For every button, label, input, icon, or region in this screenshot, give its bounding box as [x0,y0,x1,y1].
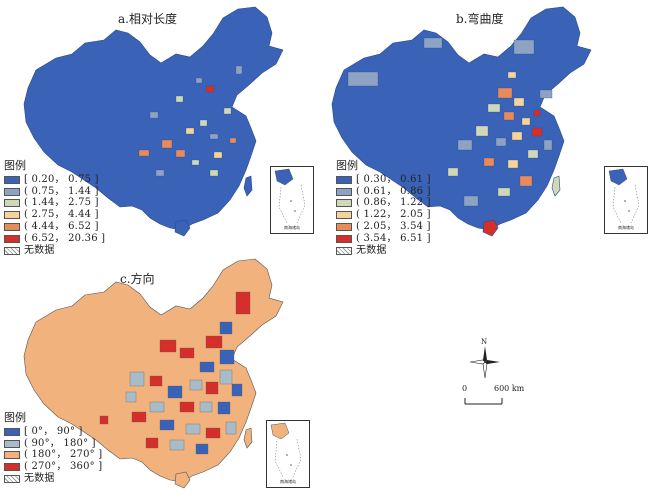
legend-item: ( 90°， 180° ] [4,438,102,450]
legend-label: [ 0°， 90° ] [24,425,83,437]
panel-c-title: c.方向 [120,272,155,286]
legend-title: 图例 [4,411,26,424]
legend-item: ( 180°， 270° ] [4,450,102,462]
legend-item: [ 0°， 90° ] [4,426,102,438]
scale-bar: 0 600 km [462,384,532,414]
inset-a: 南海诸岛 [270,166,314,234]
legend-swatch [336,246,352,255]
north-label: N [481,338,488,346]
legend-item: ( 2.05， 3.54 ] [336,221,431,233]
legend-swatch [336,211,352,220]
map-c [23,258,284,489]
legend-swatch [4,175,20,184]
legend-item: ( 1.22， 2.05 ] [336,209,431,221]
legend-swatch [336,199,352,208]
legend-label: ( 180°， 270° ] [24,449,103,461]
region-patches [347,37,553,207]
legend-label: ( 1.44， 2.75 ] [24,197,99,209]
compass-rose-icon [470,346,500,379]
legend-item: 无数据 [4,245,105,257]
legend-swatch [4,451,20,460]
inset-label: 南海诸岛 [284,225,300,230]
map-a [23,6,284,237]
legend-label: ( 2.75， 4.44 ] [24,209,99,221]
legend-swatch [336,175,352,184]
legend-swatch [4,199,20,208]
legend-item: ( 0.75， 1.44 ] [4,186,105,198]
legend-label: ( 0.75， 1.44 ] [24,185,99,197]
legend-label: [ 0.30， 0.61 ] [356,173,431,185]
region-patches [138,65,243,177]
legend-swatch [4,211,20,220]
legend-item: ( 1.44， 2.75 ] [4,198,105,210]
legend-label: ( 3.54， 6.51 ] [356,232,431,244]
legend-swatch [4,187,20,196]
panel-b-title: b.弯曲度 [456,12,504,26]
legend-label: ( 2.05， 3.54 ] [356,221,431,233]
legend-label: ( 0.86， 1.22 ] [356,197,431,209]
legend-swatch [4,234,20,243]
legend-item: ( 4.44， 6.52 ] [4,221,105,233]
legend-b: 图例 [ 0.30， 0.61 ] ( 0.61， 0.86 ] ( 0.86，… [336,160,431,257]
legend-label: ( 90°， 180° ] [24,437,96,449]
legend-item: ( 3.54， 6.51 ] [336,233,431,245]
legend-swatch [336,223,352,232]
legend-label: ( 1.22， 2.05 ] [356,209,431,221]
legend-item: ( 2.75， 4.44 ] [4,209,105,221]
legend-swatch [4,246,20,255]
legend-item: 无数据 [336,245,431,257]
legend-item: ( 270°， 360° ] [4,461,102,473]
scale-distance: 600 km [494,384,525,393]
legend-item: ( 6.52， 20.36 ] [4,233,105,245]
legend-swatch [4,427,20,436]
panel-a-title: a.相对长度 [118,12,177,26]
legend-swatch [4,223,20,232]
legend-swatch [4,439,20,448]
legend-item: 无数据 [4,473,102,485]
legend-label: ( 0.61， 0.86 ] [356,185,431,197]
legend-label: ( 270°， 360° ] [24,461,103,473]
legend-label: 无数据 [24,244,55,256]
legend-a: 图例 [ 0.20， 0.75 ] ( 0.75， 1.44 ] ( 1.44，… [4,160,105,257]
legend-item: ( 0.61， 0.86 ] [336,186,431,198]
legend-item: [ 0.20， 0.75 ] [4,174,105,186]
region-patches [99,291,251,455]
legend-label: 无数据 [24,473,55,485]
inset-map [274,168,306,224]
legend-swatch [336,187,352,196]
legend-item: ( 0.86， 1.22 ] [336,198,431,210]
map-b [331,6,592,237]
legend-label: [ 0.20， 0.75 ] [24,173,99,185]
legend-label: ( 6.52， 20.36 ] [24,232,106,244]
inset-label: 南海诸岛 [280,479,296,484]
legend-label: 无数据 [356,244,387,256]
legend-swatch [4,463,20,472]
north-arrow: N [470,338,500,380]
legend-swatch [336,234,352,243]
inset-label: 南海诸岛 [618,225,634,230]
legend-c: 图例 [ 0°， 90° ] ( 90°， 180° ] ( 180°， 270… [4,412,102,485]
legend-label: ( 4.44， 6.52 ] [24,221,99,233]
inset-b: 南海诸岛 [604,166,648,234]
scale-zero: 0 [462,384,468,393]
inset-map [270,422,302,478]
scale-line [464,398,503,405]
inset-c: 南海诸岛 [266,420,310,488]
legend-item: [ 0.30， 0.61 ] [336,174,431,186]
legend-title: 图例 [336,159,358,172]
inset-map [608,168,640,224]
legend-swatch [4,475,20,484]
legend-title: 图例 [4,159,26,172]
